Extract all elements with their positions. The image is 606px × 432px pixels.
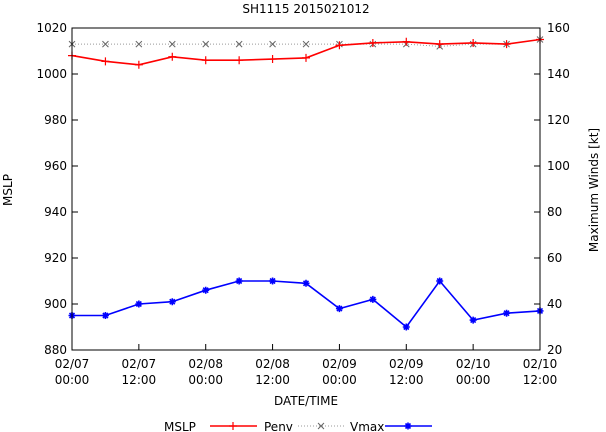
plus-marker — [368, 38, 377, 47]
y2-tick-label: 60 — [547, 251, 562, 265]
cross-marker — [102, 40, 109, 48]
y2-tick-label: 100 — [547, 159, 570, 173]
x-tick-label: 02/08 — [255, 357, 290, 371]
x-tick-label: 02/07 — [122, 357, 157, 371]
legend: MSLP Penv Vmax — [164, 420, 432, 432]
x-tick-label: 02/08 — [188, 357, 223, 371]
x-tick-label: 02/10 — [456, 357, 491, 371]
y2-axis-label: Maximum Winds [kt] — [587, 128, 601, 252]
y-tick-label: 900 — [44, 297, 67, 311]
x-tick-label: 00:00 — [188, 373, 223, 387]
cross-marker — [269, 40, 276, 48]
star-marker — [335, 305, 343, 313]
star-marker — [202, 286, 210, 294]
plus-marker — [469, 38, 478, 47]
star-marker — [235, 277, 243, 285]
x-tick-label: 12:00 — [389, 373, 424, 387]
y2-tick-label: 160 — [547, 21, 570, 35]
axis-ticks: 880 900 920 940 960 980 1000 1020 20 40 60 80 100 120… — [36, 21, 569, 387]
chart-title: SH1115 2015021012 — [242, 2, 369, 16]
star-marker — [135, 300, 143, 308]
x-tick-label: 02/09 — [322, 357, 357, 371]
plus-marker — [268, 55, 277, 64]
cross-marker — [235, 40, 243, 48]
x-tick-label: 00:00 — [456, 373, 491, 387]
star-marker — [404, 422, 412, 430]
x-tick-label: 12:00 — [523, 373, 558, 387]
y2-tick-label: 120 — [547, 113, 570, 127]
star-marker — [302, 279, 310, 287]
x-tick-label: 12:00 — [255, 373, 290, 387]
x-tick-label: 02/09 — [389, 357, 424, 371]
plus-marker — [402, 37, 411, 46]
cross-marker — [302, 40, 310, 48]
star-marker — [101, 312, 109, 319]
y2-tick-label: 80 — [547, 205, 562, 219]
series-lines — [68, 35, 544, 331]
y2-tick-label: 40 — [547, 297, 562, 311]
star-marker — [436, 277, 444, 285]
plus-marker — [201, 56, 210, 65]
x-axis-label: DATE/TIME — [274, 394, 338, 408]
x-tick-label: 02/10 — [523, 357, 558, 371]
star-marker — [402, 323, 410, 331]
y-tick-label: 1000 — [36, 67, 67, 81]
star-marker — [503, 309, 511, 317]
y2-tick-label: 20 — [547, 343, 562, 357]
cross-marker — [168, 40, 176, 48]
plus-marker — [335, 41, 344, 50]
plot-frame — [71, 27, 541, 351]
y-tick-label: 940 — [44, 205, 67, 219]
plus-marker — [235, 56, 244, 65]
plus-marker — [168, 52, 177, 61]
star-marker — [269, 277, 277, 285]
star-marker — [469, 316, 477, 324]
cross-marker — [135, 40, 143, 48]
plus-marker — [229, 422, 237, 430]
x-tick-label: 02/07 — [55, 357, 90, 371]
plus-marker — [502, 40, 511, 49]
star-marker — [168, 298, 176, 306]
cross-marker — [202, 40, 210, 48]
plus-marker — [134, 60, 143, 69]
y-tick-label: 1020 — [36, 21, 67, 35]
y-tick-label: 980 — [44, 113, 67, 127]
x-tick-label: 00:00 — [322, 373, 357, 387]
plus-marker — [101, 57, 110, 66]
y-tick-label: 920 — [44, 251, 67, 265]
y-tick-label: 880 — [44, 343, 67, 357]
y2-tick-label: 140 — [547, 67, 570, 81]
plus-marker — [435, 40, 444, 49]
legend-label: Vmax — [350, 420, 384, 432]
x-tick-label: 12:00 — [122, 373, 157, 387]
legend-label: Penv — [264, 420, 293, 432]
x-tick-label: 00:00 — [55, 373, 90, 387]
y-tick-label: 960 — [44, 159, 67, 173]
star-marker — [369, 295, 377, 303]
plus-marker — [302, 53, 310, 62]
legend-title: MSLP — [164, 420, 196, 432]
cross-marker — [317, 422, 325, 430]
y-axis-label: MSLP — [1, 174, 15, 206]
